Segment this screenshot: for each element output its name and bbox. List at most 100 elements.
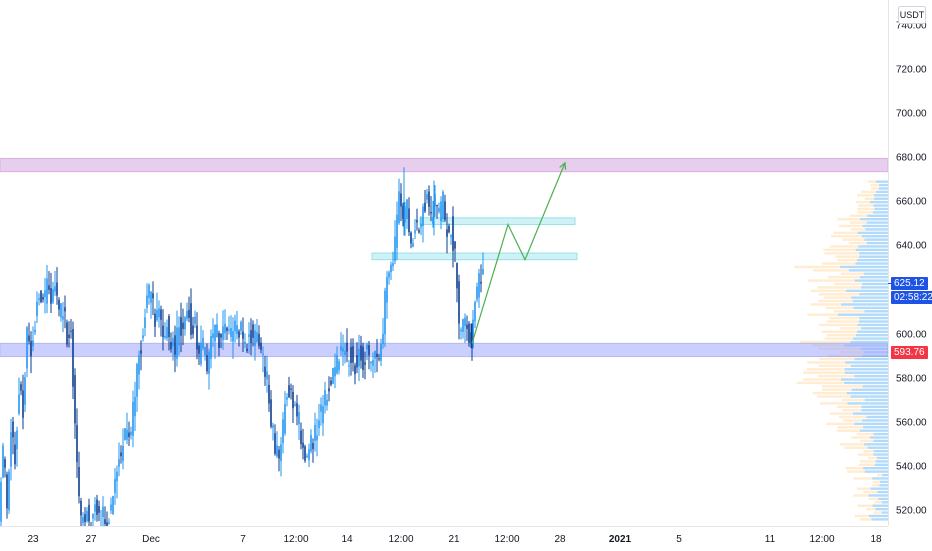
volume-profile-up-bar <box>868 494 888 497</box>
volume-profile-up-bar <box>859 316 888 320</box>
volume-profile-up-bar <box>866 415 888 419</box>
volume-profile-up-bar <box>844 371 888 374</box>
volume-profile-up-bar <box>855 248 888 252</box>
volume-profile-up-bar <box>864 398 888 402</box>
volume-profile-down-bar <box>837 258 858 262</box>
candle-body <box>218 333 220 348</box>
candle-body <box>444 201 446 220</box>
candle-body <box>140 350 142 354</box>
volume-profile-up-bar <box>859 252 888 255</box>
volume-profile-up-bar <box>852 299 888 303</box>
volume-profile-up-bar <box>850 364 888 368</box>
candle-body <box>476 286 478 300</box>
candle-body <box>388 272 390 278</box>
volume-profile-down-bar <box>857 194 875 197</box>
candle-body <box>20 384 22 391</box>
candle-body <box>96 499 98 515</box>
volume-profile-down-bar <box>849 214 868 217</box>
candle-body <box>44 290 46 298</box>
candle-body <box>400 193 402 207</box>
candle-body <box>26 327 28 369</box>
volume-profile-down-bar <box>854 514 870 518</box>
volume-profile-up-bar <box>874 194 888 197</box>
candle-body <box>374 350 376 359</box>
time-axis[interactable]: 23 27 Dec 7 12:00 14 12:00 21 12:00 28 2021 5 11 12:0… <box>0 526 888 551</box>
candle-body <box>16 430 18 450</box>
volume-profile-up-bar <box>873 204 888 207</box>
volume-profile-down-bar <box>835 255 860 258</box>
candle-body <box>470 332 472 344</box>
volume-profile-up-bar <box>847 402 888 405</box>
candle-body <box>306 455 308 457</box>
candle-body <box>216 324 218 338</box>
candle-body <box>88 504 90 522</box>
candle-body <box>300 430 302 445</box>
price-axis[interactable]: 740.00 720.00 700.00 680.00 660.00 640.00 600.… <box>888 0 932 526</box>
candle-body <box>276 445 278 457</box>
candle-body <box>424 202 426 212</box>
candle-body <box>372 360 374 366</box>
candle-body <box>176 327 178 359</box>
candle-body <box>380 343 382 361</box>
volume-profile-down-bar <box>818 364 851 368</box>
volume-profile-up-bar <box>859 293 888 296</box>
volume-profile-down-bar <box>833 310 865 313</box>
price-label: 740.00 <box>896 20 927 32</box>
price-label: 540.00 <box>896 461 927 473</box>
volume-profile-up-bar <box>856 330 888 333</box>
volume-profile-up-bar <box>872 211 888 214</box>
volume-profile-down-bar <box>856 432 874 436</box>
volume-profile-down-bar <box>857 487 871 490</box>
volume-profile-down-bar <box>833 231 858 235</box>
candle-body <box>74 375 76 424</box>
candle-body <box>340 346 342 351</box>
currency-button[interactable]: USDT <box>898 6 926 24</box>
candle-body <box>474 302 476 322</box>
candle-body <box>328 388 330 392</box>
candle-body <box>32 340 34 347</box>
price-chart[interactable] <box>0 0 888 526</box>
candle-body <box>304 446 306 461</box>
candle-body <box>70 330 72 332</box>
price-label: 600.00 <box>896 329 927 341</box>
volume-profile-down-bar <box>851 436 870 439</box>
volume-profile-down-bar <box>842 398 865 402</box>
volume-profile-down-bar <box>818 323 858 327</box>
candle-body <box>302 442 304 448</box>
volume-profile-up-bar <box>859 275 888 279</box>
candle-body <box>254 330 256 346</box>
volume-profile-up-bar <box>881 501 888 504</box>
candle-body <box>398 191 400 224</box>
support-zone <box>0 342 888 358</box>
candle-body <box>152 293 154 299</box>
volume-profile-up-bar <box>854 279 888 282</box>
candle-body <box>54 286 56 292</box>
candle-body <box>170 341 172 350</box>
candle-body <box>220 333 222 338</box>
volume-profile-up-bar <box>864 238 888 241</box>
candle-body <box>352 346 354 363</box>
volume-profile-up-bar <box>875 460 888 463</box>
candle-body <box>310 435 312 452</box>
candle-body <box>230 328 232 337</box>
candle-body <box>180 317 182 336</box>
candle-body <box>250 330 252 344</box>
candle-body <box>190 303 192 335</box>
candle-body <box>2 445 4 478</box>
candle-body <box>8 471 10 511</box>
volume-profile-up-bar <box>851 296 888 299</box>
candle-body <box>272 425 274 428</box>
volume-profile-up-bar <box>874 207 888 211</box>
volume-profile-down-bar <box>827 275 860 279</box>
candle-body <box>82 517 84 524</box>
volume-profile-down-bar <box>818 299 853 303</box>
candle-body <box>240 321 242 331</box>
volume-profile-down-bar <box>824 252 860 255</box>
time-label: 28 <box>554 534 566 545</box>
price-label: 660.00 <box>896 196 927 208</box>
candle-body <box>116 471 118 482</box>
candle-body <box>412 243 414 247</box>
candle-body <box>396 214 398 248</box>
candle-body <box>456 263 458 289</box>
price-label: 580.00 <box>896 373 927 385</box>
